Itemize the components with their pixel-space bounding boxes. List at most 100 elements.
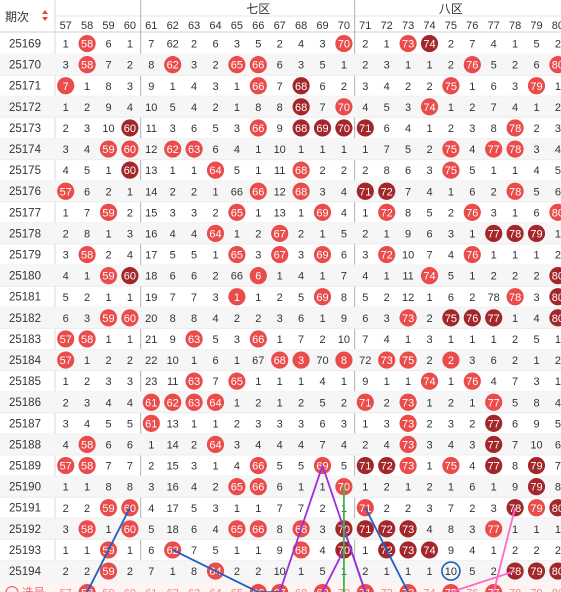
select-number[interactable]: 59 — [102, 588, 114, 592]
select-number[interactable]: 60 — [124, 588, 136, 592]
select-label: 选号 — [22, 587, 45, 592]
hit-number: 59 — [102, 503, 114, 515]
select-number[interactable]: 62 — [167, 588, 179, 592]
select-number[interactable]: 72 — [381, 588, 393, 592]
miss-count: 11 — [146, 123, 157, 135]
hit-ball — [485, 224, 503, 243]
hit-ball — [249, 182, 267, 200]
hit-ball — [442, 77, 460, 95]
miss-count: 5 — [469, 566, 475, 578]
hit-number: 58 — [81, 439, 93, 451]
select-number[interactable]: 79 — [530, 588, 542, 592]
period-cell: 25186 — [9, 397, 41, 409]
miss-count: 2 — [255, 228, 261, 240]
column-header: 63 — [188, 20, 200, 32]
miss-count: 1 — [405, 376, 411, 388]
miss-count: 2 — [362, 165, 368, 177]
select-ball[interactable] — [485, 584, 503, 592]
period-cell: 25172 — [9, 102, 41, 114]
select-number[interactable]: 76 — [466, 588, 478, 592]
miss-count: 5 — [170, 250, 176, 262]
miss-count: 1 — [298, 144, 304, 156]
miss-count: 8 — [491, 123, 497, 135]
miss-count: 2 — [298, 228, 304, 240]
period-header[interactable]: 期次 — [5, 10, 29, 24]
hit-number: 80 — [552, 566, 561, 578]
hit-number: 2 — [448, 355, 454, 367]
miss-count: 5 — [170, 102, 176, 114]
miss-count: 1 — [555, 228, 561, 240]
miss-count: 3 — [212, 503, 218, 515]
select-number[interactable]: 68 — [295, 588, 307, 592]
select-number[interactable]: 78 — [509, 588, 521, 592]
miss-count: 4 — [63, 439, 69, 451]
miss-count: 2 — [127, 60, 133, 72]
hit-ball — [206, 161, 225, 179]
hit-number: 79 — [530, 482, 542, 494]
miss-count: 2 — [512, 355, 518, 367]
miss-count: 7 — [405, 186, 411, 198]
select-ball[interactable] — [313, 584, 332, 592]
hit-ball — [527, 77, 546, 95]
select-number[interactable]: 65 — [231, 588, 243, 592]
miss-count: 1 — [255, 165, 261, 177]
miss-count: 3 — [127, 81, 133, 93]
hit-number: 62 — [167, 60, 179, 72]
miss-count: 7 — [362, 334, 368, 346]
hit-number: 73 — [402, 439, 414, 451]
select-ball[interactable] — [271, 584, 289, 592]
hit-ball — [292, 541, 310, 559]
miss-count: 1 — [448, 482, 454, 494]
miss-count: 2 — [127, 355, 133, 367]
sort-icon[interactable] — [42, 10, 48, 21]
hit-ball — [442, 456, 460, 475]
hit-ball — [463, 203, 481, 221]
table-row: 25175 4 5 1 60 13 1 1 64 5 1 11 68 2 2 2 8 6 3 75 5 1 1 4 5 — [0, 161, 561, 182]
miss-count: 4 — [384, 439, 390, 451]
hit-number: 75 — [445, 461, 457, 473]
hit-number: 80 — [552, 60, 561, 72]
period-cell: 25170 — [9, 60, 41, 72]
select-number[interactable]: 80 — [552, 588, 561, 592]
hit-ball — [78, 456, 96, 475]
zone8-label: 八区 — [439, 2, 463, 16]
miss-count: 6 — [127, 439, 133, 451]
miss-count: 3 — [148, 482, 154, 494]
miss-count: 2 — [533, 545, 539, 557]
column-header: 68 — [295, 20, 307, 32]
hit-ball — [356, 119, 374, 137]
miss-count: 3 — [533, 292, 539, 304]
hit-number: 62 — [167, 397, 179, 409]
hit-number: 70 — [338, 39, 350, 51]
select-ball[interactable] — [78, 584, 96, 592]
miss-count: 2 — [512, 545, 518, 557]
miss-count: 3 — [191, 60, 197, 72]
hit-ball — [292, 77, 310, 95]
select-ball[interactable] — [399, 584, 417, 592]
miss-count: 2 — [512, 60, 518, 72]
miss-count: 1 — [84, 81, 90, 93]
miss-count: 6 — [555, 439, 561, 451]
miss-count: 2 — [148, 461, 154, 473]
hit-ball — [549, 562, 561, 580]
select-ball[interactable] — [356, 584, 374, 592]
select-number[interactable]: 64 — [209, 588, 221, 592]
miss-count: 7 — [512, 439, 518, 451]
miss-count: 1 — [491, 165, 497, 177]
hit-number: 71 — [359, 461, 371, 473]
miss-count: 2 — [212, 207, 218, 219]
select-number[interactable]: 61 — [145, 588, 157, 592]
select-number[interactable]: 74 — [423, 588, 435, 592]
select-radio-icon[interactable] — [5, 586, 19, 592]
miss-count: 2 — [63, 503, 69, 515]
miss-count: 5 — [191, 503, 197, 515]
hit-ball — [292, 351, 310, 369]
miss-count: 5 — [341, 228, 347, 240]
miss-count: 3 — [319, 39, 325, 51]
select-number[interactable]: 63 — [188, 588, 200, 592]
hit-number: 78 — [509, 123, 521, 135]
miss-count: 8 — [191, 566, 197, 578]
miss-count: 1 — [212, 250, 218, 262]
select-number[interactable]: 57 — [60, 588, 72, 592]
miss-count: 3 — [405, 102, 411, 114]
